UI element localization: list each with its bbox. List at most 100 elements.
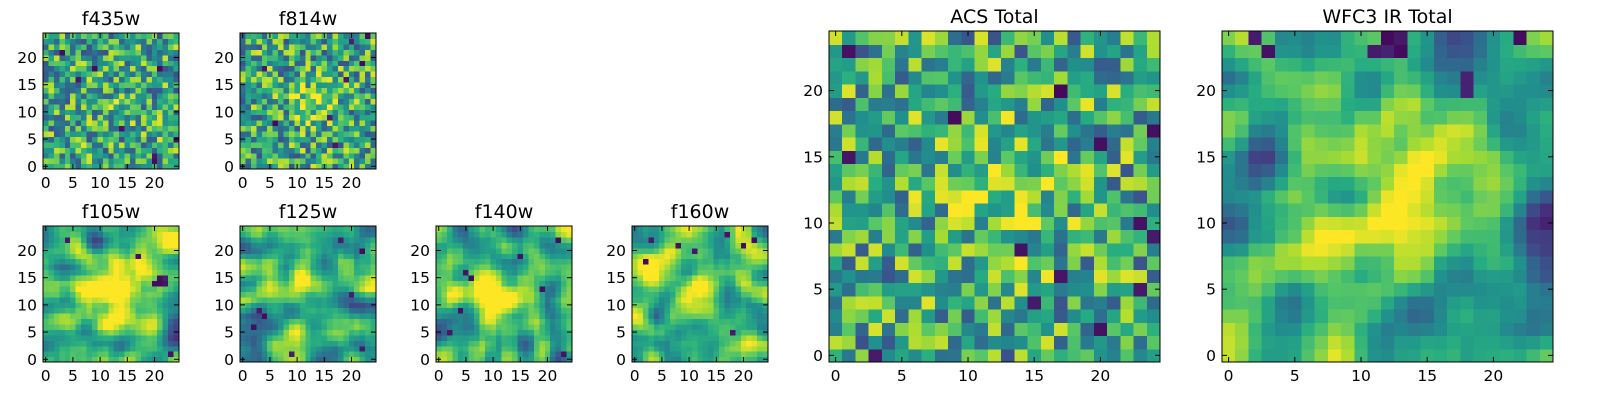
- heatmap-cell: [53, 345, 60, 352]
- heatmap-cell: [934, 335, 949, 350]
- heatmap-cell: [168, 125, 175, 132]
- heatmap-cell: [987, 309, 1002, 323]
- heatmap-cell: [113, 103, 120, 110]
- heatmap-cell: [1001, 229, 1015, 244]
- heatmap-cell: [108, 291, 115, 298]
- heatmap-cell: [168, 38, 175, 45]
- heatmap-cell: [724, 296, 731, 303]
- heatmap-cell: [305, 323, 312, 330]
- heatmap-cell: [523, 226, 530, 233]
- heatmap-cell: [1460, 216, 1475, 231]
- heatmap-cell: [86, 60, 93, 67]
- heatmap-cell: [365, 152, 372, 159]
- heatmap-cell: [108, 264, 115, 271]
- heatmap-cell: [1380, 322, 1395, 337]
- heatmap-cell: [256, 231, 263, 238]
- heatmap-cell: [702, 296, 709, 303]
- heatmap-cell: [168, 141, 175, 148]
- heatmap-cell: [1080, 295, 1095, 310]
- heatmap-cell: [1146, 136, 1161, 151]
- heatmap-cell: [140, 33, 147, 40]
- heatmap-cell: [1133, 216, 1148, 231]
- heatmap-cell: [288, 351, 295, 358]
- heatmap-cell: [81, 236, 88, 243]
- heatmap-cell: [59, 114, 66, 121]
- heatmap-cell: [288, 231, 295, 238]
- heatmap-cell: [1027, 348, 1042, 363]
- heatmap-cell: [842, 150, 857, 164]
- heatmap-cell: [168, 307, 175, 314]
- heatmap-cell: [261, 280, 268, 287]
- heatmap-cell: [310, 329, 317, 336]
- heatmap-cell: [680, 302, 687, 309]
- heatmap-cell: [365, 334, 372, 341]
- heatmap-cell: [146, 98, 153, 105]
- heatmap-cell: [1301, 229, 1316, 244]
- heatmap-cell: [664, 269, 671, 276]
- heatmap-cell: [675, 313, 682, 320]
- heatmap-cell: [1486, 269, 1501, 284]
- heatmap-cell: [1420, 176, 1435, 191]
- heatmap-cell: [370, 152, 377, 159]
- heatmap-cell: [288, 296, 295, 303]
- heatmap-cell: [64, 65, 71, 72]
- heatmap-cell: [528, 274, 535, 281]
- heatmap-cell: [332, 291, 339, 298]
- heatmap-cell: [881, 110, 896, 125]
- heatmap-cell: [670, 231, 677, 238]
- heatmap-cell: [528, 264, 535, 271]
- heatmap-cell: [256, 71, 263, 78]
- heatmap-cell: [495, 329, 502, 336]
- heatmap-cell: [157, 65, 164, 72]
- heatmap-cell: [1107, 348, 1121, 363]
- heatmap-cell: [97, 65, 104, 72]
- heatmap-cell: [64, 258, 71, 265]
- heatmap-cell: [1433, 348, 1448, 363]
- heatmap-cells: [43, 33, 180, 170]
- heatmap-cell: [691, 323, 698, 330]
- heatmap-cell: [686, 253, 693, 260]
- heatmap-cell: [842, 269, 857, 284]
- heatmap-cell: [1460, 163, 1475, 178]
- heatmap-cell: [702, 264, 709, 271]
- heatmap-cell: [691, 253, 698, 260]
- heatmap-cell: [64, 87, 71, 94]
- heatmap-cell: [452, 351, 459, 358]
- heatmap-cell: [70, 340, 77, 347]
- heatmap-cell: [75, 81, 82, 88]
- heatmap-cell: [272, 109, 279, 116]
- heatmap-cell: [135, 307, 142, 314]
- heatmap-cell: [283, 76, 290, 83]
- heatmap-cell: [370, 76, 377, 83]
- heatmap-cell: [91, 114, 98, 121]
- heatmap-cell: [130, 340, 137, 347]
- heatmap-cell: [457, 236, 464, 243]
- heatmap-cell: [240, 125, 247, 132]
- heatmap-cell: [370, 313, 377, 320]
- heatmap-cell: [1460, 256, 1475, 270]
- heatmap-cell: [305, 280, 312, 287]
- heatmap-cell: [305, 109, 312, 116]
- heatmap-cell: [48, 136, 55, 143]
- heatmap-cell: [70, 92, 77, 99]
- heatmap-cell: [321, 258, 328, 265]
- heatmap-cell: [327, 147, 334, 154]
- heatmap-cell: [751, 247, 758, 254]
- heatmap-cell: [267, 334, 274, 341]
- heatmap-cell: [648, 291, 655, 298]
- heatmap-cell: [321, 296, 328, 303]
- heatmap-cell: [550, 340, 557, 347]
- heatmap-cell: [261, 120, 268, 127]
- heatmap-cell: [1133, 136, 1148, 151]
- heatmap-cell: [119, 120, 126, 127]
- heatmap-cell: [53, 351, 60, 358]
- heatmap-cell: [348, 49, 355, 56]
- heatmap-cell: [140, 313, 147, 320]
- heatmap-cell: [961, 83, 976, 98]
- heatmap-cell: [484, 307, 491, 314]
- heatmap-cell: [550, 318, 557, 325]
- heatmap-cell: [124, 340, 131, 347]
- heatmap-cell: [561, 253, 568, 260]
- heatmap-cell: [1120, 256, 1135, 270]
- heatmap-cell: [86, 76, 93, 83]
